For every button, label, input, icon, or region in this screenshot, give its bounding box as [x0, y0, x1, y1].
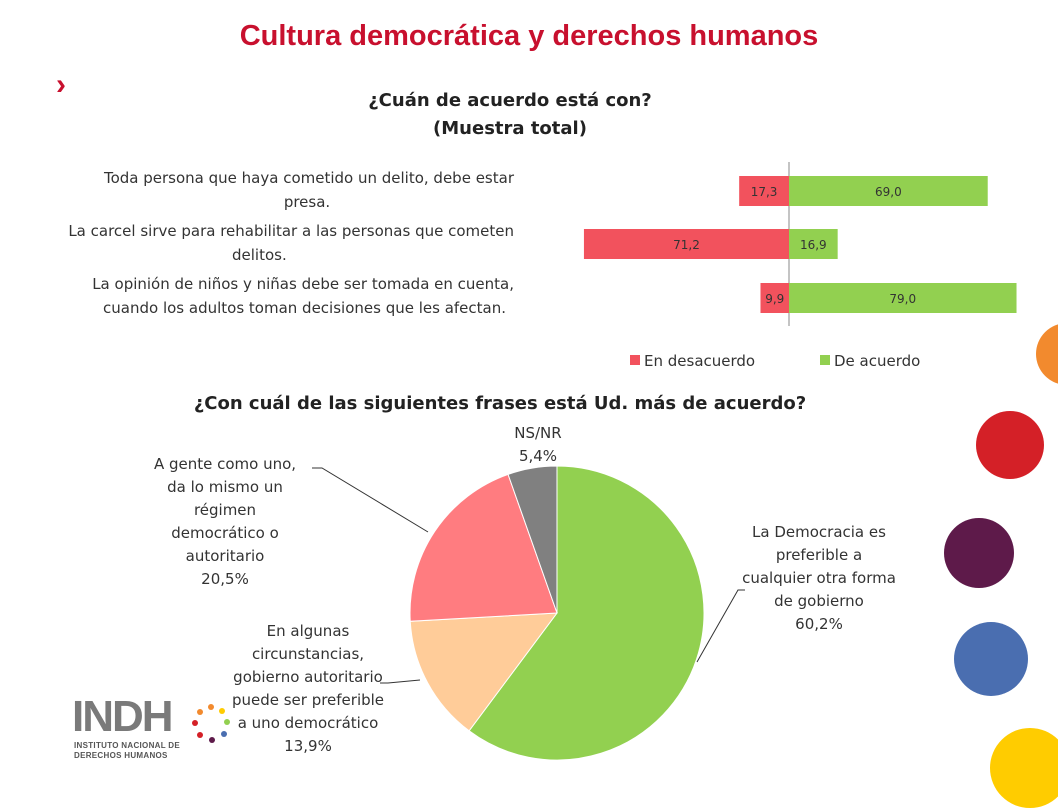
bar-en-desacuerdo-3	[760, 283, 789, 313]
bar-category-label-1-line-1: Toda persona que haya cometido un delito…	[103, 169, 514, 187]
bar-label-de-acuerdo-2: 16,9	[800, 238, 827, 252]
pie-slice-da-lo-mismo	[409, 473, 558, 622]
pie-value-autoritario: 13,9%	[284, 737, 332, 755]
legend-swatch-de-acuerdo	[820, 355, 830, 365]
bar-category-label-2: La carcel sirve para rehabilitar a las p…	[0, 219, 514, 267]
decor-circle-orange	[1036, 323, 1058, 385]
pie-label-democracia-line: preferible a	[775, 546, 863, 564]
bar-category-label-3: La opinión de niños y niñas debe ser tom…	[0, 272, 514, 320]
bar-de-acuerdo-3	[789, 283, 1017, 313]
decor-circle-blue	[954, 622, 1028, 696]
pie-value-nsnr: 5,4%	[518, 447, 558, 465]
pie-label-autoritario-line: circunstancias,	[251, 645, 365, 663]
pie-slice-democracia	[468, 465, 705, 761]
pie-label-nsnr-line: NS/NR	[514, 424, 562, 442]
bar-label-de-acuerdo-3: 79,0	[889, 292, 916, 306]
pie-slices	[409, 465, 705, 761]
chevron-right-icon: ›	[56, 68, 66, 101]
decor-circle-yellow	[990, 728, 1058, 808]
pie-label-da-lo-mismo: A gente como uno, da lo mismo un régimen…	[140, 453, 310, 591]
page-title: Cultura democrática y derechos humanos	[239, 20, 819, 52]
bar-chart-title: ¿Cuán de acuerdo está con?	[368, 90, 652, 111]
bar-category-label-1: Toda persona que haya cometido un delito…	[0, 166, 514, 214]
bar-en-desacuerdo-2	[583, 229, 789, 259]
legend-label-de-acuerdo: De acuerdo	[834, 352, 920, 370]
pie-label-da-lo-mismo-line: régimen	[193, 501, 257, 519]
bar-chart-subtitle: (Muestra total)	[433, 118, 587, 139]
bar-chart-title-block: ¿Cuán de acuerdo está con? (Muestra tota…	[330, 87, 690, 143]
legend-swatch-en-desacuerdo	[630, 355, 640, 365]
pie-label-autoritario-line: a uno democrático	[237, 714, 379, 732]
pie-chart-title: ¿Con cuál de las siguientes frases está …	[193, 393, 807, 414]
bar-de-acuerdo-2	[789, 229, 838, 259]
leader-line-democracia	[696, 589, 745, 663]
bar-de-acuerdo-1	[789, 176, 988, 206]
bar-category-label-1-line-2: presa.	[283, 193, 331, 211]
bar-category-label-2-line-2: delitos.	[232, 246, 287, 264]
indh-logo-wordmark: INDH	[72, 692, 174, 741]
pie-label-da-lo-mismo-line: autoritario	[185, 547, 265, 565]
pie-value-da-lo-mismo: 20,5%	[201, 570, 249, 588]
leader-line-autoritario	[380, 679, 421, 684]
pie-value-democracia: 60,2%	[795, 615, 843, 633]
pie-slice-autoritario	[409, 612, 559, 732]
bar-category-label-2-line-1: La carcel sirve para rehabilitar a las p…	[68, 222, 514, 240]
bar-label-en-desacuerdo-1: 17,3	[751, 185, 778, 199]
decor-circle-purple	[944, 518, 1014, 588]
pie-label-autoritario-line: puede ser preferible	[231, 691, 385, 709]
bar-en-desacuerdo-1	[739, 176, 789, 206]
indh-logo-dots-icon	[192, 704, 230, 743]
indh-logo-subtitle-1: INSTITUTO NACIONAL DE	[74, 741, 181, 750]
pie-label-autoritario-line: gobierno autoritario	[233, 668, 383, 686]
bar-label-de-acuerdo-1: 69,0	[875, 185, 902, 199]
bar-category-label-3-line-2: cuando los adultos toman decisiones que …	[103, 299, 506, 317]
pie-label-democracia-line: cualquier otra forma	[742, 569, 896, 587]
bar-label-en-desacuerdo-3: 9,9	[765, 292, 784, 306]
pie-label-democracia: La Democracia es preferible a cualquier …	[734, 521, 904, 636]
legend-label-en-desacuerdo: En desacuerdo	[644, 352, 755, 370]
leader-line-da-lo-mismo	[312, 467, 429, 533]
pie-label-da-lo-mismo-line: A gente como uno,	[153, 455, 297, 473]
indh-logo-subtitle-2: DERECHOS HUMANOS	[74, 751, 168, 760]
pie-label-nsnr: NS/NR 5,4%	[478, 422, 598, 468]
bar-category-label-3-line-1: La opinión de niños y niñas debe ser tom…	[92, 275, 514, 293]
pie-slice-nsnr	[507, 465, 558, 614]
indh-logo: INDH INSTITUTO NACIONAL DE DERECHOS HUMA…	[72, 695, 232, 765]
bar-legend: En desacuerdo De acuerdo	[630, 352, 920, 370]
decor-circle-red	[976, 411, 1044, 479]
pie-label-democracia-line: de gobierno	[774, 592, 864, 610]
bar-label-en-desacuerdo-2: 71,2	[673, 238, 700, 252]
pie-label-da-lo-mismo-line: democrático o	[171, 524, 279, 542]
pie-label-democracia-line: La Democracia es	[752, 523, 886, 541]
bar-marks: 17,3 69,0 71,2 16,9 9,9 79,0	[583, 176, 1017, 313]
pie-leader-lines	[312, 467, 745, 684]
pie-label-autoritario-line: En algunas	[266, 622, 350, 640]
pie-label-autoritario: En algunas circunstancias, gobierno auto…	[218, 620, 398, 758]
pie-label-da-lo-mismo-line: da lo mismo un	[167, 478, 283, 496]
